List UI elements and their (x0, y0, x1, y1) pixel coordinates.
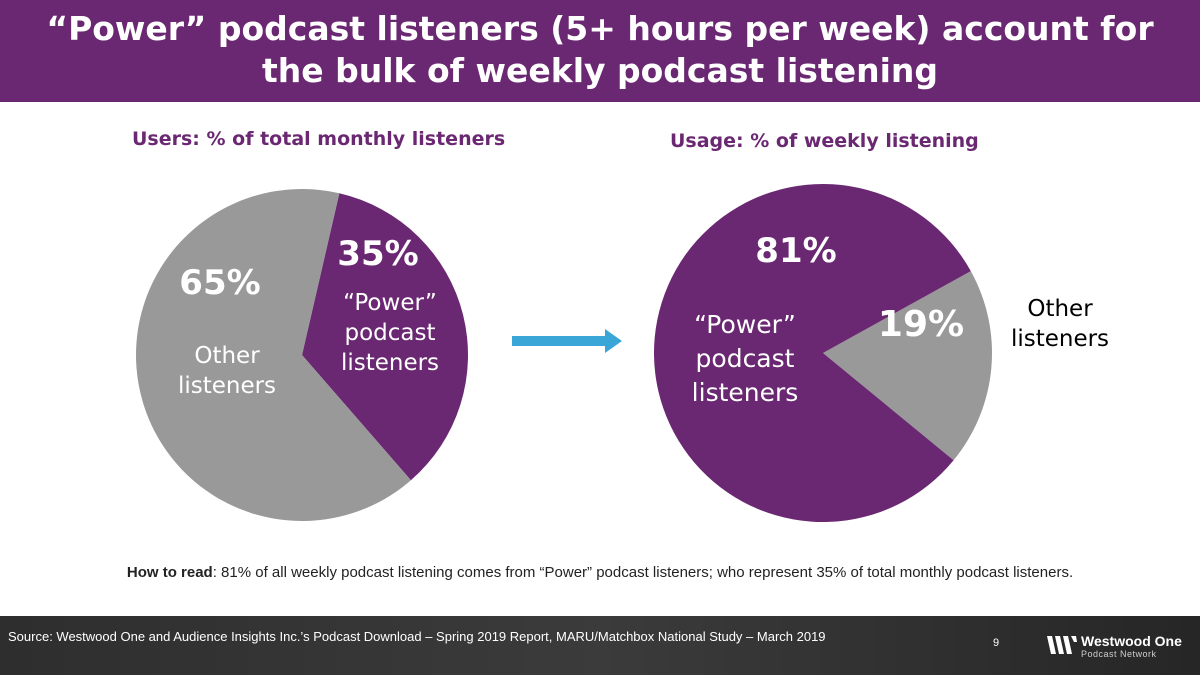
how-to-read-text: : 81% of all weekly podcast listening co… (212, 564, 1074, 581)
chart1-value-label-1: 35% (337, 234, 418, 274)
westwood-one-logo: Westwood One Podcast Network (1047, 633, 1187, 659)
header-bar: “Power” podcast listeners (5+ hours per … (0, 0, 1200, 102)
page-title: “Power” podcast listeners (5+ hours per … (46, 9, 1154, 90)
how-to-read-label: How to read (126, 564, 213, 581)
source-note: Source: Westwood One and Audience Insigh… (8, 629, 826, 644)
how-to-read-note: How to read: 81% of all weekly podcast l… (120, 563, 1080, 582)
chart1-slice-2 (136, 188, 411, 521)
chart2-category-label-2: “Power” podcast listeners (692, 310, 799, 407)
pie-chart-users: 35% “Power” podcast listeners 65% Other listen… (136, 188, 469, 521)
logo-subtitle: Podcast Network (1081, 649, 1157, 659)
arrow-icon (512, 329, 622, 353)
pie-chart-usage: 19% Other listeners 81% “Power” podcast listen… (653, 184, 1109, 523)
logo-name: Westwood One (1081, 633, 1182, 649)
chart2-category-label-1: Other listeners (1011, 296, 1109, 352)
footer-bar: Source: Westwood One and Audience Insigh… (0, 616, 1200, 675)
chart2-value-label-1: 19% (878, 304, 964, 345)
page-number: 9 (993, 637, 1000, 649)
chart1-value-label-2: 65% (179, 263, 260, 303)
chart1-category-label-2: Other listeners (178, 343, 276, 399)
chart2-slice-2 (653, 184, 971, 523)
chart2-title: Usage: % of weekly listening (670, 130, 979, 152)
logo-mark-icon (1047, 636, 1077, 654)
chart1-title: Users: % of total monthly listeners (132, 128, 506, 150)
chart2-slice-1 (823, 271, 992, 461)
chart1-slice-1 (302, 193, 469, 481)
chart1-category-label-1: “Power” podcast listeners (341, 290, 439, 376)
chart2-value-label-2: 81% (755, 231, 836, 271)
